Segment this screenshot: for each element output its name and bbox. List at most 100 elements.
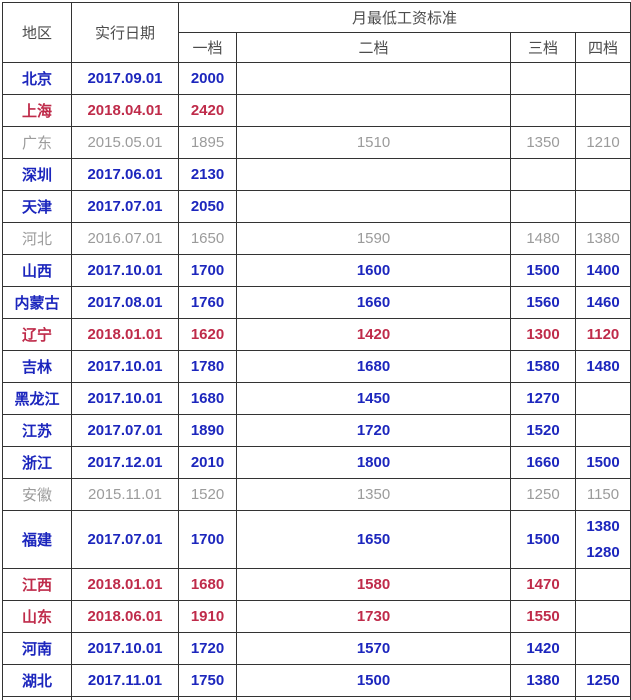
date-cell: 2017.10.01 [71,350,179,383]
tier1-cell: 1780 [178,350,237,383]
tier-value-line: 1380 [586,517,620,535]
region-cell: 广东 [2,126,72,159]
region-cell: 深圳 [2,158,72,191]
date-cell: 2017.07.01 [71,510,179,569]
region-cell: 天津 [2,190,72,223]
tier2-cell: 1800 [236,446,511,479]
tier1-cell: 1700 [178,254,237,287]
table-row: 山西 2017.10.01 1700 1600 1500 1400 [2,254,631,287]
table-row: 北京 2017.09.01 2000 [2,62,631,95]
tier3-cell: 1500 [510,254,576,287]
region-cell: 江西 [2,568,72,601]
tier2-cell: 1600 [236,254,511,287]
tier2-cell: 1650 [236,510,511,569]
cutoff-cell [71,696,179,700]
region-cell: 辽宁 [2,318,72,351]
table-row: 内蒙古 2017.08.01 1760 1660 1560 1460 [2,286,631,319]
tier4-cell: 1400 [575,254,631,287]
header-region: 地区 [2,2,72,63]
tier3-cell: 1300 [510,318,576,351]
date-cell: 2017.06.01 [71,158,179,191]
region-cell: 浙江 [2,446,72,479]
region-cell: 黑龙江 [2,382,72,415]
tier3-cell: 1420 [510,632,576,665]
tier1-cell: 1680 [178,382,237,415]
tier1-cell: 1700 [178,510,237,569]
tier2-cell: 1580 [236,568,511,601]
tier3-cell [510,62,576,95]
tier1-cell: 2130 [178,158,237,191]
table-row: 浙江 2017.12.01 2010 1800 1660 1500 [2,446,631,479]
region-cell: 湖北 [2,664,72,697]
tier4-cell: 1500 [575,446,631,479]
tier1-cell: 1760 [178,286,237,319]
table-footer [2,696,631,700]
tier4-cell [575,190,631,223]
table-row: 广东 2015.05.01 1895 1510 1350 1210 [2,126,631,159]
date-cell: 2017.09.01 [71,62,179,95]
region-cell: 福建 [2,510,72,569]
table-row: 辽宁 2018.01.01 1620 1420 1300 1120 [2,318,631,351]
tier3-cell: 1270 [510,382,576,415]
tier1-cell: 2050 [178,190,237,223]
tier3-cell [510,94,576,127]
table-row: 江苏 2017.07.01 1890 1720 1520 [2,414,631,447]
date-cell: 2017.12.01 [71,446,179,479]
header-date: 实行日期 [71,2,179,63]
date-cell: 2015.05.01 [71,126,179,159]
date-cell: 2017.07.01 [71,190,179,223]
tier4-cell [575,414,631,447]
tier1-cell: 1890 [178,414,237,447]
region-cell: 江苏 [2,414,72,447]
date-cell: 2016.07.01 [71,222,179,255]
table-row: 山东 2018.06.01 1910 1730 1550 [2,600,631,633]
date-cell: 2017.10.01 [71,632,179,665]
tier2-cell: 1590 [236,222,511,255]
tier4-cell [575,600,631,633]
tier4-cell [575,158,631,191]
tier-value-line: 1280 [586,543,620,561]
tier2-cell [236,94,511,127]
tier2-cell: 1350 [236,478,511,511]
date-cell: 2018.04.01 [71,94,179,127]
tier4-cell: 1380 [575,222,631,255]
date-cell: 2015.11.01 [71,478,179,511]
cutoff-cell [178,696,237,700]
tier3-cell: 1470 [510,568,576,601]
header-tier2: 二档 [236,32,511,63]
tier4-cell: 1150 [575,478,631,511]
tier1-cell: 1720 [178,632,237,665]
tier1-cell: 1750 [178,664,237,697]
tier4-cell [575,94,631,127]
table-row: 江西 2018.01.01 1680 1580 1470 [2,568,631,601]
tier2-cell: 1680 [236,350,511,383]
region-cell: 河南 [2,632,72,665]
table-row: 安徽 2015.11.01 1520 1350 1250 1150 [2,478,631,511]
header-tier1: 一档 [178,32,237,63]
date-cell: 2017.10.01 [71,254,179,287]
tier4-cell: 1120 [575,318,631,351]
tier1-cell: 1910 [178,600,237,633]
date-cell: 2017.08.01 [71,286,179,319]
table-row: 湖北 2017.11.01 1750 1500 1380 1250 [2,664,631,697]
tier4-cell: 1380 1280 [575,510,631,569]
table-row: 河北 2016.07.01 1650 1590 1480 1380 [2,222,631,255]
region-cell: 山东 [2,600,72,633]
tier1-cell: 1620 [178,318,237,351]
header-tier3: 三档 [510,32,576,63]
table-row: 福建 2017.07.01 1700 1650 1500 1380 1280 [2,510,631,569]
header-tier4: 四档 [575,32,631,63]
table-row: 天津 2017.07.01 2050 [2,190,631,223]
date-cell: 2017.11.01 [71,664,179,697]
tier3-cell: 1660 [510,446,576,479]
tier3-cell: 1550 [510,600,576,633]
tier2-cell: 1500 [236,664,511,697]
region-cell: 上海 [2,94,72,127]
date-cell: 2017.07.01 [71,414,179,447]
header-wage-group: 月最低工资标准 [178,2,631,33]
tier2-cell [236,62,511,95]
date-cell: 2018.01.01 [71,318,179,351]
header-row-tiers: 一档 二档 三档 四档 [3,32,631,63]
date-cell: 2017.10.01 [71,382,179,415]
